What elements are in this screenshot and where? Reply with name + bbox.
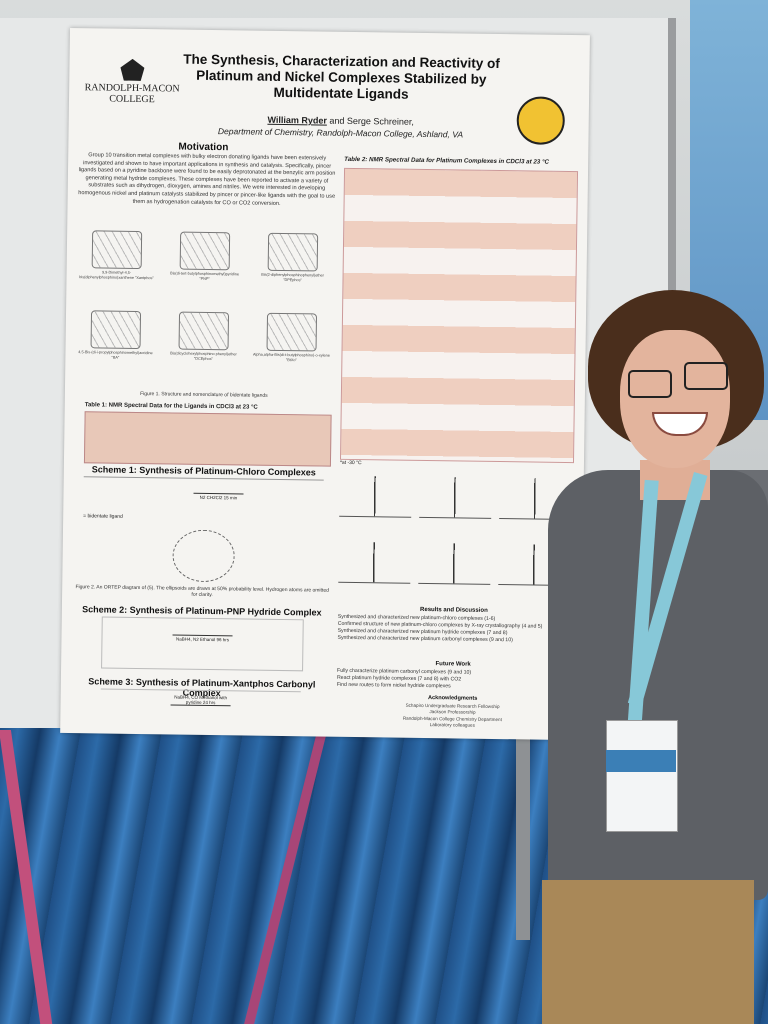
glasses-icon	[684, 362, 728, 390]
presenter-face	[620, 330, 730, 468]
glasses-icon	[628, 370, 672, 398]
presenter-smile	[652, 412, 708, 436]
presenter-shirt	[548, 470, 768, 900]
name-badge	[606, 720, 678, 832]
badge-graphic	[606, 750, 676, 772]
presenter-pants	[542, 880, 754, 1024]
